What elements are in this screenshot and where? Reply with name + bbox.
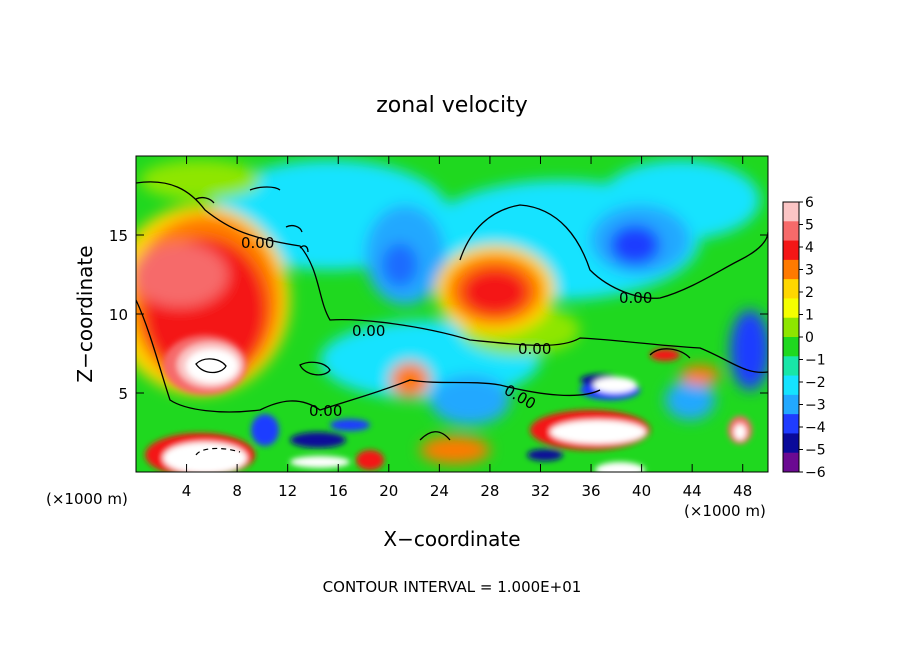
colorbar-swatch — [783, 202, 799, 222]
colorbar-swatch — [783, 375, 799, 396]
x-tick-label: 24 — [430, 482, 449, 500]
x-tick-label: 48 — [733, 482, 752, 500]
colorbar-tick-label: −4 — [805, 420, 826, 436]
colorbar-tick-label: −1 — [805, 353, 826, 369]
contour-label: 0.00 — [241, 234, 274, 252]
colorbar-swatch — [783, 452, 799, 473]
contour-label: 0.00 — [352, 322, 385, 340]
colorbar-tick-label: 6 — [805, 195, 814, 211]
y-tick-label: 10 — [109, 306, 128, 324]
y-axis-title: Z−coordinate — [73, 245, 97, 382]
colorbar-swatch — [783, 279, 799, 299]
colorbar-swatch — [783, 259, 799, 280]
colorbar-tick-label: −5 — [805, 443, 826, 459]
x-tick-label: 32 — [531, 482, 550, 500]
contour-label: 0.00 — [619, 289, 652, 307]
colorbar-swatch — [783, 317, 799, 338]
contour-interval-note: CONTOUR INTERVAL = 1.000E+01 — [323, 578, 582, 596]
colorbar-tick-label: 2 — [805, 285, 814, 301]
colorbar-tick-label: −2 — [805, 375, 826, 391]
contour-lines — [136, 181, 768, 441]
colorbar-swatch — [783, 414, 799, 434]
colorbar-swatch — [783, 221, 799, 242]
x-tick-label: 40 — [632, 482, 651, 500]
dashed-contour — [195, 447, 241, 456]
x-tick-label: 12 — [278, 482, 297, 500]
colorbar-tick-label: −3 — [805, 398, 826, 414]
colorbar-swatch — [783, 356, 799, 377]
x-unit-label-right: (×1000 m) — [684, 502, 766, 520]
contour-label: 0.00 — [518, 340, 551, 358]
colorbar-tick-label: 3 — [805, 263, 814, 279]
colorbar-swatch — [783, 240, 799, 261]
y-tick-label: 15 — [109, 227, 128, 245]
colorbar-swatch — [783, 298, 799, 319]
x-tick-label: 20 — [379, 482, 398, 500]
y-axis: 5 10 15 — [109, 227, 768, 403]
chart-title: zonal velocity — [376, 93, 528, 118]
x-tick-label: 8 — [232, 482, 242, 500]
colorbar-tick-label: 4 — [805, 240, 814, 256]
heatmap-field — [136, 156, 768, 472]
y-tick-label: 5 — [118, 385, 128, 403]
colorbar-swatch — [783, 394, 799, 415]
x-tick-label: 28 — [480, 482, 499, 500]
x-tick-label: 44 — [683, 482, 702, 500]
x-tick-label: 4 — [182, 482, 192, 500]
colorbar-swatch — [783, 433, 799, 454]
colorbar-tick-label: 1 — [805, 308, 814, 324]
x-unit-label-left: (×1000 m) — [46, 490, 128, 508]
colorbar-tick-label: 0 — [805, 330, 814, 346]
colorbar-tick-label: 5 — [805, 218, 814, 234]
colorbar-tick-label: −6 — [805, 465, 826, 481]
x-axis: 4 8 12 16 20 24 28 32 36 40 44 48 — [182, 156, 752, 500]
x-tick-label: 16 — [329, 482, 348, 500]
colorbar: 6 5 4 3 2 1 0 −1 −2 −3 −4 −5 −6 — [782, 195, 826, 481]
x-tick-label: 36 — [581, 482, 600, 500]
contour-label: 0.00 — [309, 402, 342, 420]
colorbar-swatch — [783, 337, 799, 357]
x-axis-title: X−coordinate — [383, 527, 520, 551]
